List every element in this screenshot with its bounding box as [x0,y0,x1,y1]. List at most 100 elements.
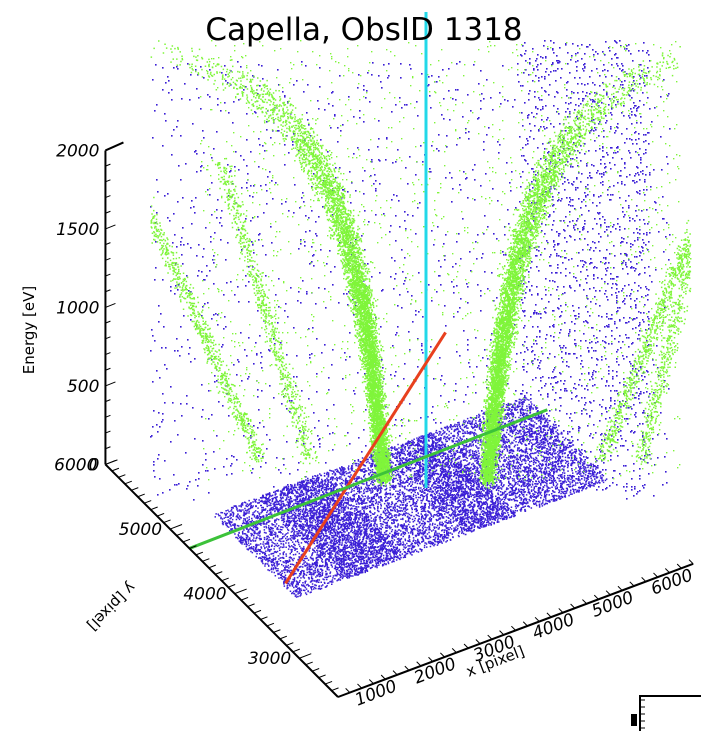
x-tick-mark [605,590,611,596]
y-tick-mark [260,616,268,620]
z-tick-mark [105,163,111,167]
y-tick-mark [299,653,312,659]
z-tick-mark [105,257,111,261]
z-tick-mark [105,320,111,324]
x-tick-mark [653,572,659,578]
y-tick-mark [279,635,288,640]
z-tick-mark [105,430,111,434]
y-axis-label: y [pixel] [84,579,140,635]
z-tick-mark [105,242,111,246]
y-tick-mark [221,577,229,582]
y-tick-mark [163,519,171,524]
z-tick-mark [105,414,111,418]
z-tick-mark [105,195,111,199]
y-tick-label: 5000 [119,520,162,540]
z-tick-mark [105,224,116,230]
z-tick-mark [105,399,111,403]
y-tick-label: 6000 [54,455,97,475]
z-tick-mark [105,273,111,277]
series-spectral-arms [150,40,692,489]
y-tick-mark [318,674,326,679]
y-tick-mark [189,545,197,549]
z-tick-mark [105,145,116,151]
z-tick-mark [105,459,116,465]
y-tick-mark [202,558,210,562]
y-tick-mark [311,668,320,672]
x-tick-mark [617,585,623,591]
y-tick-label: 4000 [183,585,226,605]
x-tick-mark [451,648,457,653]
x-tick-mark [582,599,587,605]
x-tick-mark [404,665,410,671]
y-tick-mark [240,596,249,601]
dispersion-line-red [284,331,447,585]
y-tick-mark [286,642,294,646]
y-tick-mark [253,609,262,614]
y-tick-mark [144,500,152,504]
x-tick-mark [392,670,398,676]
z-tick-mark [105,367,111,371]
scatter-points [150,40,692,598]
x-tick-label: 6000 [648,565,696,599]
x-tick-mark [570,603,576,609]
x-tick-mark [428,656,434,662]
y-tick-mark [118,474,126,478]
x-tick-label: 2000 [411,654,459,688]
y-tick-mark [273,629,281,633]
y-tick-label: 3000 [248,649,291,669]
z-tick-mark [105,302,116,308]
x-tick-mark [380,674,386,680]
x-tick-mark [440,652,445,658]
z-tick-mark [105,446,111,450]
x-tick-mark [475,639,481,645]
x-tick-label: 4000 [530,610,578,644]
y-tick-mark [292,648,300,653]
y-tick-mark [324,680,333,685]
dispersion-line-green [188,408,548,550]
x-tick-mark [641,577,647,582]
x-tick-mark [534,616,540,622]
series-detector-plane [214,396,608,598]
y-tick-mark [337,693,346,698]
x-tick-mark [368,679,374,685]
z-tick-mark [105,352,111,356]
y-tick-mark [131,487,139,491]
y-tick-mark [234,588,247,595]
z-tick-mark [105,381,116,387]
x-tick-mark [664,568,670,574]
y-tick-mark [124,480,132,485]
x-tick-mark [629,581,635,587]
x-tick-mark [463,643,469,649]
x-tick-label: 1000 [352,676,400,710]
y-tick-mark [195,551,204,556]
y-tick-mark [156,512,165,517]
z-tick-mark [105,179,111,183]
y-tick-mark [208,564,216,569]
x-tick-mark [546,612,552,618]
y-tick-mark [169,524,183,530]
corner-plot-stub [631,695,701,731]
y-tick-mark [176,532,184,536]
x-tick-mark [558,608,564,613]
x-tick-mark [487,634,493,640]
y-tick-mark [215,571,223,575]
chart-title: Capella, ObsID 1318 [205,12,522,48]
y-tick-mark [137,493,145,498]
x-tick-mark [593,594,599,600]
z-tick-label: 500 [67,377,99,397]
z-tick-label: 2000 [56,141,99,161]
corner-axis-frame [639,695,701,731]
y-tick-mark [266,622,275,627]
x-tick-label: 5000 [589,588,637,622]
z-tick-label: 1500 [56,220,99,240]
z-axis-label: Energy [eV] [20,286,38,374]
x-tick-mark [345,688,351,693]
y-tick-mark [331,687,339,692]
z-tick-mark [105,210,111,214]
y-tick-mark [247,603,255,608]
x-tick-mark [511,625,516,631]
z-tick-label: 1000 [56,298,99,318]
x-tick-mark [688,559,694,565]
overlay-lines [188,12,548,585]
